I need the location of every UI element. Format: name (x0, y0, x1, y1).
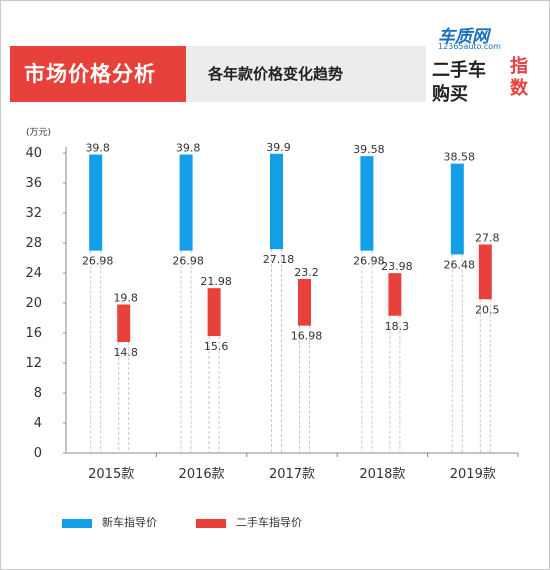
legend-item-used: 二手车指导价 (196, 514, 302, 534)
subtitle-background (186, 46, 426, 102)
x-tick-label: 2019款 (450, 467, 496, 482)
bar-high-label: 38.58 (444, 151, 476, 164)
header-banner: 市场价格分析 各年款价格变化趋势 (10, 46, 430, 102)
y-tick-label: 20 (25, 296, 42, 311)
price-bar (207, 288, 221, 336)
y-tick-label: 8 (34, 386, 42, 401)
bar-high-label: 39.58 (353, 143, 385, 156)
bar-low-label: 15.6 (204, 340, 229, 353)
bar-high-label: 19.8 (113, 292, 138, 305)
x-tick-label: 2016款 (179, 467, 225, 482)
bar-high-label: 21.98 (200, 275, 232, 288)
bar-high-label: 27.8 (475, 232, 500, 245)
bar-low-label: 26.98 (82, 255, 114, 268)
bar-low-label: 27.18 (263, 253, 295, 266)
price-bar (89, 154, 103, 251)
logo-line1: 二手车 (432, 60, 486, 81)
y-tick-label: 28 (25, 236, 42, 251)
y-tick-label: 40 (25, 146, 42, 161)
price-bar (298, 279, 311, 326)
x-tick-label: 2015款 (88, 467, 134, 482)
y-tick-label: 32 (25, 206, 42, 221)
y-tick-label: 24 (25, 266, 42, 281)
bar-low-label: 18.3 (385, 320, 410, 333)
logo-url: 12365auto.com (438, 42, 501, 51)
bar-high-label: 39.8 (176, 142, 201, 155)
price-bar (478, 244, 492, 300)
legend-label-used: 二手车指导价 (236, 516, 302, 529)
bar-low-label: 26.98 (353, 255, 385, 268)
x-tick-label: 2018款 (359, 467, 405, 482)
logo-brand: 车质网 (438, 27, 489, 47)
page-subtitle: 各年款价格变化趋势 (208, 65, 344, 83)
logo-badge-line1: 指 (510, 56, 528, 77)
y-tick-label: 36 (25, 176, 42, 191)
price-bar (450, 163, 464, 255)
bar-low-label: 26.48 (444, 258, 476, 271)
bar-high-label: 23.98 (381, 260, 413, 273)
y-tick-label: 0 (34, 446, 42, 461)
title-background (10, 46, 186, 102)
bar-low-label: 16.98 (291, 330, 323, 343)
page-title: 市场价格分析 (24, 62, 156, 86)
legend-label-new: 新车指导价 (102, 516, 157, 529)
price-bar (388, 273, 402, 316)
bar-low-label: 26.98 (172, 255, 204, 268)
bar-high-label: 39.9 (266, 141, 291, 154)
y-tick-label: 12 (25, 356, 42, 371)
logo-badge-line2: 数 (510, 78, 528, 99)
bar-high-label: 39.8 (85, 142, 110, 155)
logo-badge: 指 数 (502, 56, 536, 102)
logo-line2: 购买 (432, 84, 468, 105)
price-bar (117, 304, 131, 342)
x-tick-label: 2017款 (269, 467, 315, 482)
y-axis-unit: (万元) (26, 128, 51, 138)
price-bar (270, 153, 283, 250)
legend-item-new: 新车指导价 (62, 514, 157, 534)
bar-high-label: 23.2 (294, 266, 319, 279)
bar-low-label: 14.8 (113, 346, 138, 359)
price-bar (179, 154, 193, 251)
legend-swatch-new (62, 518, 92, 528)
legend-swatch-used (196, 518, 226, 528)
bar-low-label: 20.5 (475, 303, 500, 316)
y-tick-label: 4 (34, 416, 42, 431)
brand-logo: 车质网 12365auto.com 二手车 购买 指 数 (430, 18, 540, 110)
price-bar (360, 156, 374, 251)
y-tick-label: 16 (25, 326, 42, 341)
